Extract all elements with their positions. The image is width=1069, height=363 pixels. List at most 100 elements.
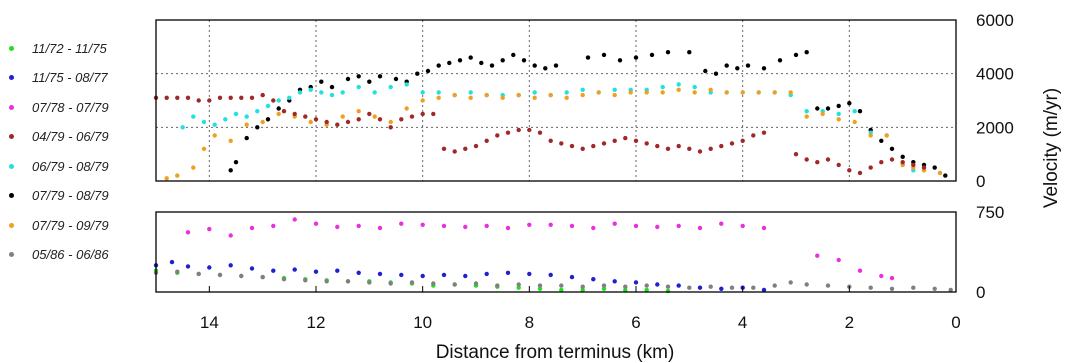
data-point [463, 224, 468, 230]
data-point [713, 71, 719, 76]
data-point [804, 109, 809, 114]
data-point [761, 225, 767, 231]
data-point [356, 270, 361, 275]
data-point [532, 90, 537, 95]
data-point [724, 90, 729, 95]
data-point [633, 138, 639, 143]
legend-label: 07/79 - 08/79 [32, 188, 109, 203]
data-point [175, 173, 180, 178]
data-point [633, 280, 639, 285]
data-point [244, 135, 249, 141]
legend-item: 07/79 - 09/79 [0, 215, 109, 235]
data-point [729, 285, 735, 290]
data-point [527, 271, 532, 277]
data-point [580, 92, 585, 98]
data-point [644, 287, 649, 293]
legend-item: 06/79 - 08/79 [0, 156, 109, 176]
data-point [612, 221, 617, 226]
data-point [399, 117, 404, 122]
data-point [719, 221, 724, 226]
data-point [521, 58, 527, 63]
data-point [223, 117, 228, 122]
data-point [356, 117, 361, 122]
data-point [665, 50, 671, 55]
data-point [377, 74, 383, 79]
y-tick-label: 6000 [976, 11, 1014, 30]
data-point [772, 283, 777, 288]
legend-marker [9, 104, 14, 110]
x-tick-label: 8 [525, 313, 534, 332]
data-point [463, 273, 468, 279]
data-point [820, 111, 825, 117]
data-point [329, 84, 335, 90]
data-point [468, 95, 473, 101]
data-point [815, 106, 820, 111]
data-point [479, 60, 484, 66]
data-point [356, 74, 361, 79]
y-tick-label: 2000 [976, 118, 1014, 137]
data-point [559, 141, 564, 146]
data-point [271, 98, 276, 103]
data-point [207, 98, 212, 103]
data-point [825, 283, 831, 288]
data-point [857, 109, 863, 114]
data-point [468, 90, 473, 95]
data-point [655, 282, 660, 287]
legend-item: 05/86 - 06/86 [0, 245, 109, 265]
data-point [292, 217, 297, 222]
data-point [201, 146, 207, 151]
data-point [271, 268, 276, 273]
data-point [761, 287, 767, 293]
data-point [447, 60, 452, 66]
data-point [729, 141, 735, 146]
data-point [815, 160, 820, 165]
data-point [793, 152, 799, 157]
x-tick-label: 4 [738, 313, 747, 332]
data-point [473, 281, 479, 286]
data-point [511, 52, 516, 58]
data-point [559, 283, 564, 288]
data-point [335, 122, 340, 127]
data-point [836, 162, 841, 168]
data-point [308, 87, 313, 93]
data-point [260, 119, 265, 125]
x-tick-label: 6 [631, 313, 640, 332]
data-point [537, 286, 543, 291]
data-point [228, 95, 233, 101]
legend-label: 11/72 - 11/75 [32, 40, 107, 56]
data-point [303, 114, 308, 119]
legend-label: 05/86 - 06/86 [32, 247, 109, 262]
bottom-panel: 0 750 14 12 10 8 6 4 2 0 [153, 203, 1004, 332]
data-point [367, 280, 372, 285]
data-point [239, 95, 244, 101]
data-point [281, 277, 287, 282]
data-point [228, 233, 233, 238]
legend-label: 04/79 - 06/79 [32, 129, 109, 144]
data-point [367, 111, 372, 117]
data-point [239, 273, 244, 279]
data-point [761, 66, 767, 71]
data-point [484, 223, 489, 229]
data-point [601, 286, 607, 291]
data-point [452, 149, 457, 154]
data-point [420, 222, 425, 227]
data-point [308, 119, 313, 125]
data-point [516, 285, 521, 290]
data-point [457, 58, 463, 63]
data-point [569, 143, 575, 149]
data-point [852, 109, 857, 114]
data-point [303, 278, 308, 283]
data-point [553, 63, 559, 68]
data-point [500, 58, 505, 63]
data-point [388, 281, 393, 286]
data-point [431, 281, 436, 286]
data-point [655, 143, 660, 149]
data-point [921, 165, 927, 170]
data-point [948, 287, 953, 293]
data-point [420, 90, 425, 95]
x-tick-label: 14 [200, 313, 219, 332]
data-point [313, 269, 319, 274]
data-point [356, 223, 361, 229]
data-point [596, 90, 601, 95]
